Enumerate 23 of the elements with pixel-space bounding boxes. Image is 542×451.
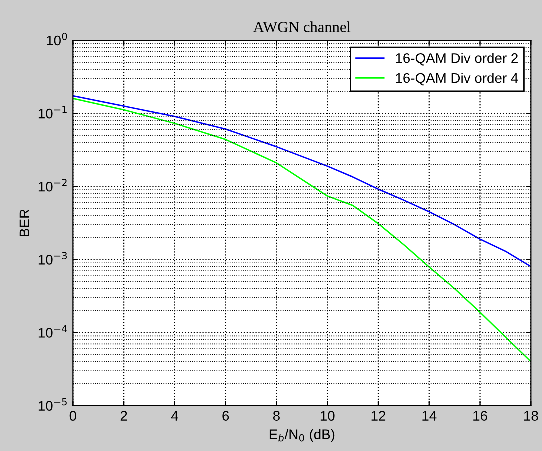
x-tick-label: 6: [222, 411, 230, 421]
x-tick-label: 10: [320, 411, 335, 421]
x-tick-label: 12: [372, 411, 386, 421]
y-tick-label: 10$^{−5}$: [38, 398, 67, 411]
y-tick-label: 10$^{−4}$: [38, 325, 68, 338]
x-tick-label: 2: [120, 411, 128, 421]
line-series: [73, 95, 532, 268]
y-tick-label: 10$^{−1}$: [38, 106, 67, 119]
x-tick-label: 0: [70, 411, 76, 421]
y-tick-label: 10$^{−3}$: [38, 252, 68, 265]
x-axis-title: E$_{b}$/N$_{0}$ (dB): [270, 429, 335, 442]
x-tick-label: 16: [474, 411, 488, 421]
y-tick-label: 10$^{0}$: [47, 32, 68, 46]
legend-label: 16-QAM Div order 4: [396, 72, 518, 86]
x-tick-label: 4: [171, 411, 178, 421]
line-series: [73, 98, 532, 363]
x-tick-label: 8: [273, 411, 280, 421]
x-tick-label: 14: [422, 411, 437, 421]
y-tick-label: 10$^{−2}$: [38, 179, 67, 192]
chart-title: AWGN channel: [254, 22, 351, 32]
x-tick-label: 18: [524, 411, 538, 421]
legend-label: 16-QAM Div order 2: [396, 53, 518, 66]
y-axis-title: BER: [20, 210, 30, 236]
